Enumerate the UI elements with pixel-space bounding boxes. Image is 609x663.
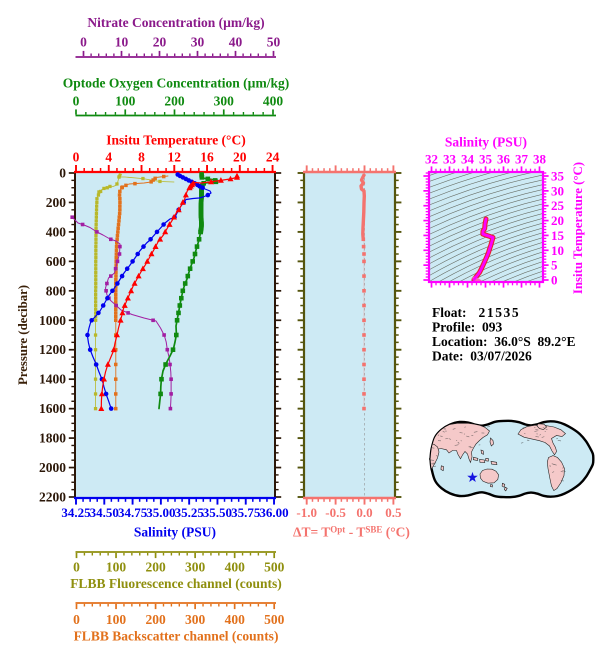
svg-text:Nitrate Concentration (µm/kg): Nitrate Concentration (µm/kg)	[87, 15, 264, 30]
svg-text:Pressure (decibar): Pressure (decibar)	[16, 285, 30, 385]
svg-text:35.25: 35.25	[175, 505, 205, 520]
svg-text:Insitu Temperature (°C): Insitu Temperature (°C)	[571, 162, 585, 294]
svg-text:600: 600	[46, 254, 67, 269]
svg-text:Profile: 093: Profile: 093	[432, 320, 502, 335]
svg-text:35: 35	[551, 169, 565, 184]
svg-text:20: 20	[551, 213, 564, 228]
svg-text:8: 8	[138, 150, 145, 165]
svg-text:20: 20	[153, 35, 167, 50]
svg-text:1600: 1600	[39, 401, 66, 416]
svg-text:500: 500	[264, 560, 285, 575]
svg-text:400: 400	[225, 560, 246, 575]
svg-text:0: 0	[73, 94, 80, 109]
svg-text:0: 0	[59, 166, 66, 181]
svg-text:0.0: 0.0	[356, 505, 372, 520]
svg-text:20: 20	[233, 150, 247, 165]
svg-text:Optode Oxygen Concentration (µ: Optode Oxygen Concentration (µm/kg)	[63, 76, 289, 91]
svg-text:50: 50	[267, 35, 281, 50]
svg-text:Insitu Temperature (°C): Insitu Temperature (°C)	[106, 133, 245, 148]
svg-text:Location: 36.0°S 89.2°E: Location: 36.0°S 89.2°E	[432, 334, 576, 349]
svg-text:200: 200	[145, 612, 166, 627]
svg-text:25: 25	[551, 198, 565, 213]
svg-text:10: 10	[115, 35, 129, 50]
svg-text:Salinity (PSU): Salinity (PSU)	[134, 525, 216, 540]
svg-text:FLBB Fluorescence channel (cou: FLBB Fluorescence channel (counts)	[70, 576, 282, 591]
svg-text:100: 100	[115, 94, 136, 109]
svg-text:0: 0	[73, 612, 80, 627]
svg-text:400: 400	[263, 94, 284, 109]
svg-text:1800: 1800	[39, 431, 66, 446]
svg-text:200: 200	[164, 94, 185, 109]
svg-text:30: 30	[191, 35, 205, 50]
svg-text:0: 0	[551, 273, 558, 288]
svg-text:36.00: 36.00	[259, 505, 288, 520]
svg-text:38: 38	[533, 152, 547, 167]
svg-text:100: 100	[106, 560, 127, 575]
svg-text:16: 16	[200, 150, 214, 165]
svg-text:2200: 2200	[39, 490, 66, 505]
svg-text:36: 36	[497, 152, 511, 167]
svg-text:Salinity (PSU): Salinity (PSU)	[445, 135, 527, 150]
svg-text:24: 24	[266, 150, 280, 165]
svg-text:0.5: 0.5	[385, 505, 402, 520]
svg-text:33: 33	[443, 152, 457, 167]
svg-text:0: 0	[73, 150, 80, 165]
svg-text:5: 5	[551, 258, 558, 273]
svg-text:34.75: 34.75	[118, 505, 148, 520]
svg-text:2000: 2000	[39, 460, 66, 475]
svg-text:4: 4	[105, 150, 112, 165]
svg-text:1400: 1400	[39, 372, 66, 387]
svg-text:32: 32	[425, 152, 438, 167]
svg-text:400: 400	[225, 612, 246, 627]
svg-text:35.50: 35.50	[203, 505, 232, 520]
svg-text:1200: 1200	[39, 342, 66, 357]
svg-text:300: 300	[185, 612, 206, 627]
svg-text:40: 40	[229, 35, 243, 50]
svg-text:300: 300	[185, 560, 206, 575]
svg-text:-0.5: -0.5	[325, 505, 346, 520]
svg-text:100: 100	[106, 612, 127, 627]
svg-text:34: 34	[461, 152, 475, 167]
svg-text:37: 37	[515, 152, 529, 167]
svg-text:34.25: 34.25	[61, 505, 91, 520]
svg-text:Date: 03/07/2026: Date: 03/07/2026	[432, 349, 532, 364]
svg-text:800: 800	[46, 283, 67, 298]
svg-text:ΔT= TOpt - TSBE (°C): ΔT= TOpt - TSBE (°C)	[293, 525, 410, 540]
svg-text:FLBB Backscatter channel (coun: FLBB Backscatter channel (counts)	[74, 629, 279, 644]
svg-text:0: 0	[80, 35, 87, 50]
svg-text:400: 400	[46, 224, 67, 239]
svg-text:34.50: 34.50	[90, 505, 119, 520]
svg-text:-1.0: -1.0	[296, 505, 317, 520]
svg-text:200: 200	[145, 560, 166, 575]
svg-text:0: 0	[73, 560, 80, 575]
svg-text:200: 200	[46, 195, 67, 210]
svg-text:10: 10	[551, 243, 564, 258]
svg-text:300: 300	[214, 94, 235, 109]
svg-text:1000: 1000	[39, 313, 66, 328]
svg-text:35.75: 35.75	[231, 505, 261, 520]
svg-text:30: 30	[551, 183, 564, 198]
svg-text:500: 500	[264, 612, 285, 627]
svg-text:15: 15	[551, 228, 565, 243]
svg-text:35: 35	[479, 152, 493, 167]
svg-text:35.00: 35.00	[146, 505, 175, 520]
svg-text:12: 12	[168, 150, 182, 165]
